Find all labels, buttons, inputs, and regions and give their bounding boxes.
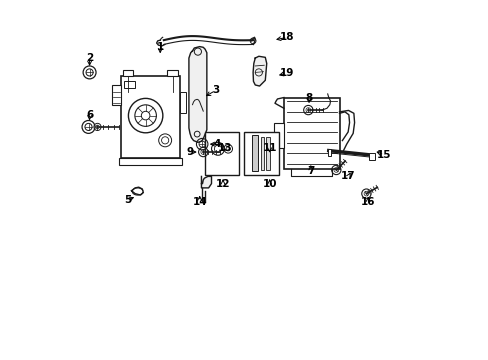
Bar — [252, 135, 258, 171]
Bar — [260, 136, 264, 170]
Text: 6: 6 — [86, 111, 93, 121]
Polygon shape — [201, 176, 211, 188]
Text: 13: 13 — [217, 143, 231, 153]
Bar — [112, 85, 121, 105]
Bar — [124, 81, 135, 88]
Text: 5: 5 — [124, 195, 131, 205]
Text: 14: 14 — [192, 197, 206, 207]
Bar — [119, 158, 182, 165]
Bar — [265, 136, 269, 170]
Text: 11: 11 — [262, 143, 276, 153]
Bar — [284, 98, 339, 169]
Bar — [273, 123, 284, 148]
Bar — [368, 153, 374, 160]
Text: 1: 1 — [156, 42, 163, 52]
Bar — [180, 91, 186, 113]
Text: 3: 3 — [212, 85, 219, 95]
Polygon shape — [188, 46, 206, 142]
Bar — [167, 69, 178, 76]
Polygon shape — [253, 56, 266, 86]
Text: 12: 12 — [215, 179, 230, 189]
Bar — [327, 149, 330, 156]
Text: 10: 10 — [262, 179, 276, 189]
Text: 8: 8 — [305, 93, 312, 103]
Text: 19: 19 — [279, 68, 293, 78]
Text: 7: 7 — [306, 166, 314, 176]
Text: 9: 9 — [186, 147, 193, 157]
Text: 17: 17 — [341, 171, 355, 181]
Text: 2: 2 — [86, 53, 93, 63]
Bar — [204, 132, 239, 175]
Text: 16: 16 — [360, 197, 375, 207]
Bar — [122, 69, 133, 76]
Text: 18: 18 — [280, 32, 294, 42]
Bar — [121, 76, 180, 158]
Text: 4: 4 — [213, 139, 221, 149]
Text: 15: 15 — [376, 150, 391, 160]
Bar — [244, 132, 278, 175]
